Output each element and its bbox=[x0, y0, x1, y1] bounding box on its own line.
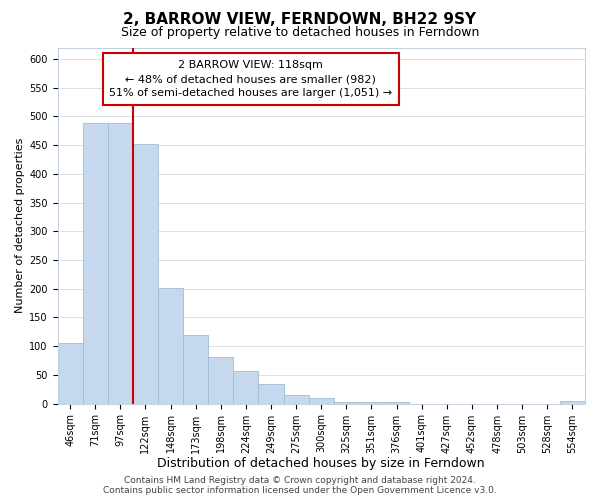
Text: 2, BARROW VIEW, FERNDOWN, BH22 9SY: 2, BARROW VIEW, FERNDOWN, BH22 9SY bbox=[124, 12, 476, 28]
X-axis label: Distribution of detached houses by size in Ferndown: Distribution of detached houses by size … bbox=[157, 457, 485, 470]
Bar bbox=[108, 124, 133, 404]
Bar bbox=[158, 288, 183, 404]
Bar bbox=[83, 124, 108, 404]
Text: Size of property relative to detached houses in Ferndown: Size of property relative to detached ho… bbox=[121, 26, 479, 39]
Bar bbox=[133, 144, 158, 404]
Bar bbox=[208, 356, 233, 404]
Bar bbox=[359, 402, 384, 404]
Bar bbox=[560, 400, 585, 404]
Text: Contains HM Land Registry data © Crown copyright and database right 2024.
Contai: Contains HM Land Registry data © Crown c… bbox=[103, 476, 497, 495]
Bar bbox=[183, 334, 208, 404]
Text: 2 BARROW VIEW: 118sqm
← 48% of detached houses are smaller (982)
51% of semi-det: 2 BARROW VIEW: 118sqm ← 48% of detached … bbox=[109, 60, 392, 98]
Bar bbox=[259, 384, 284, 404]
Bar bbox=[384, 402, 409, 404]
Bar bbox=[334, 402, 359, 404]
Bar bbox=[58, 344, 83, 404]
Y-axis label: Number of detached properties: Number of detached properties bbox=[15, 138, 25, 313]
Bar bbox=[284, 395, 308, 404]
Bar bbox=[308, 398, 334, 404]
Bar bbox=[233, 371, 259, 404]
